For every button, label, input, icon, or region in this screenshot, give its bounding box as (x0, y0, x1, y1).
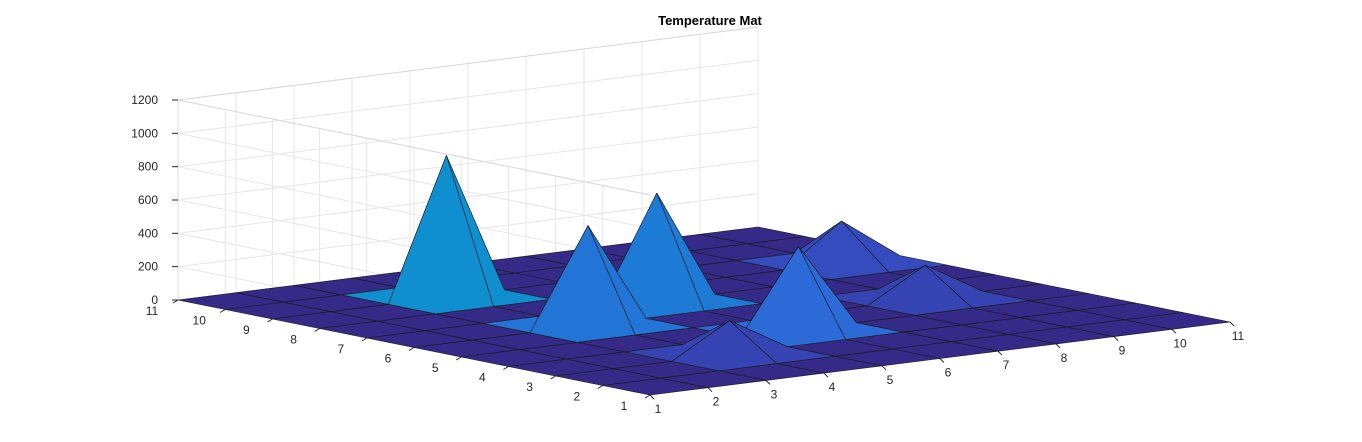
axes-box-edge (177, 99, 651, 196)
x-tick-label: 7 (1003, 358, 1010, 372)
y-tick-mark (597, 385, 604, 389)
y-tick-label: 8 (290, 333, 297, 347)
x-tick-label: 11 (1232, 329, 1245, 343)
y-tick-mark (550, 375, 556, 380)
x-tick-mark (823, 372, 829, 378)
x-tick-mark (1229, 321, 1235, 327)
chart-title: Temperature Mat (658, 13, 762, 28)
y-tick-label: 5 (432, 361, 439, 375)
z-tick-label: 1200 (131, 93, 158, 107)
surface-patch (602, 377, 709, 396)
x-tick-label: 1 (655, 402, 662, 416)
y-tick-label: 4 (479, 371, 486, 385)
x-tick-label: 8 (1061, 351, 1068, 365)
x-tick-mark (997, 350, 1003, 356)
z-tick-label: 600 (138, 193, 158, 207)
z-tick-label: 800 (138, 160, 158, 174)
z-tick-label: 1000 (131, 126, 158, 140)
y-tick-mark (455, 356, 462, 361)
y-tick-mark (361, 337, 368, 342)
y-tick-label: 6 (385, 352, 392, 366)
x-tick-mark (1113, 336, 1119, 341)
x-tick-label: 4 (829, 380, 836, 394)
y-tick-mark (219, 309, 226, 313)
x-tick-mark (939, 358, 945, 363)
x-tick-label: 10 (1173, 336, 1187, 350)
surface-mesh (177, 155, 1231, 396)
x-tick-label: 3 (771, 387, 778, 401)
x-tick-mark (1171, 328, 1177, 334)
y-tick-mark (644, 394, 651, 399)
x-tick-mark (707, 387, 713, 393)
x-tick-mark (765, 380, 771, 385)
y-tick-mark (408, 347, 415, 351)
y-tick-mark (314, 328, 320, 332)
z-tick-label: 400 (138, 226, 158, 240)
x-tick-mark (649, 394, 655, 400)
y-tick-label: 3 (526, 380, 533, 394)
x-tick-label: 5 (887, 373, 894, 387)
axes-box-edge (177, 26, 759, 101)
y-tick-label: 1 (621, 399, 628, 413)
y-tick-label: 11 (146, 304, 159, 318)
z-tick-label: 0 (151, 293, 158, 307)
x-tick-label: 2 (713, 395, 720, 409)
y-tick-label: 2 (573, 390, 580, 404)
y-tick-mark (172, 299, 179, 304)
x-tick-label: 6 (945, 366, 952, 380)
y-tick-mark (267, 318, 273, 323)
y-tick-label: 7 (337, 342, 344, 356)
y-tick-mark (503, 366, 509, 370)
x-tick-mark (1055, 343, 1061, 349)
x-tick-mark (881, 365, 887, 371)
x-tick-label: 9 (1119, 344, 1126, 358)
z-tick-label: 200 (138, 260, 158, 274)
y-tick-label: 10 (193, 314, 207, 328)
y-tick-label: 9 (243, 323, 250, 337)
axis-ticks: 0200400600800100012001234567891011123456… (131, 93, 1244, 416)
